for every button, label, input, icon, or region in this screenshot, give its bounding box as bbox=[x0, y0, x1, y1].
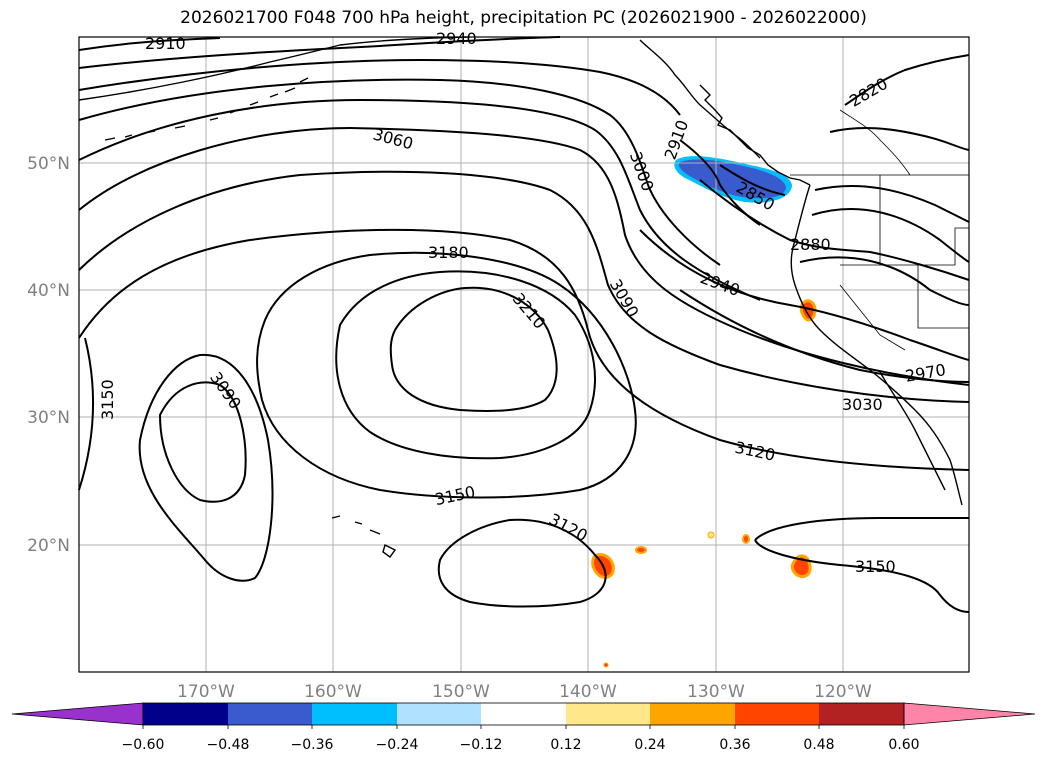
contour-label: 3120 bbox=[733, 438, 777, 465]
precip-positive-patch bbox=[603, 662, 609, 668]
height-contours bbox=[78, 36, 970, 613]
us-west-coast bbox=[790, 184, 963, 506]
colorbar-tick: −0.60 bbox=[122, 737, 165, 753]
colorbar-tick: 0.24 bbox=[634, 737, 665, 753]
lat-tick: 50°N bbox=[27, 154, 70, 174]
contour-label: 2880 bbox=[790, 235, 831, 254]
contour-label: 2940 bbox=[698, 268, 743, 300]
hawaii-islands bbox=[331, 515, 397, 558]
contour-label: 3120 bbox=[546, 509, 591, 545]
contour-3150-west bbox=[78, 337, 95, 491]
axis-ticks: 170°W 160°W 150°W 140°W 130°W 120°W 50°N… bbox=[27, 154, 872, 702]
contour-3090-north bbox=[78, 170, 970, 403]
contour-label: 3210 bbox=[509, 289, 550, 332]
colorbar-under-triangle bbox=[11, 702, 144, 726]
colorbar-segment bbox=[819, 703, 904, 725]
contour-2940-east bbox=[639, 229, 970, 361]
contour-2910-east bbox=[811, 208, 970, 263]
contour-2820 bbox=[844, 54, 970, 106]
precip-positive-patch bbox=[635, 546, 647, 554]
precip-positive-patch bbox=[742, 534, 750, 544]
colorbar: −0.60 −0.48 −0.36 −0.24 −0.12 0.12 0.24 … bbox=[11, 702, 1036, 753]
contour-label: 3180 bbox=[428, 243, 469, 262]
lon-tick: 130°W bbox=[687, 682, 745, 702]
lon-tick: 170°W bbox=[177, 682, 235, 702]
colorbar-tick: 0.48 bbox=[803, 737, 834, 753]
contour-3120 bbox=[78, 228, 970, 471]
colorbar-segment bbox=[397, 703, 481, 725]
contour-label: 2910 bbox=[145, 34, 186, 53]
contour-2970-east bbox=[679, 289, 970, 383]
contour-3180 bbox=[335, 270, 596, 460]
contour-label: 2820 bbox=[846, 74, 891, 111]
contour-3210 bbox=[389, 286, 558, 412]
contour-3150-east-lower bbox=[754, 539, 970, 613]
contour-label: 3150 bbox=[98, 379, 117, 420]
colorbar-segment bbox=[566, 703, 650, 725]
contour-label: 3150 bbox=[855, 557, 896, 576]
colorbar-tick: 0.12 bbox=[550, 737, 581, 753]
colorbar-tick: −0.24 bbox=[376, 737, 419, 753]
lon-tick: 160°W bbox=[304, 682, 362, 702]
colorbar-tick: 0.60 bbox=[888, 737, 919, 753]
political-borders bbox=[790, 109, 969, 351]
contour-3000 bbox=[78, 78, 721, 266]
map-frame bbox=[78, 36, 970, 673]
colorbar-tick: −0.36 bbox=[291, 737, 334, 753]
precip-shading bbox=[591, 156, 817, 668]
precip-negative-core bbox=[678, 159, 786, 199]
colorbar-segment bbox=[735, 703, 819, 725]
contour-2880-east bbox=[814, 185, 970, 223]
contour-3030 bbox=[78, 98, 761, 301]
contour-3060 bbox=[78, 126, 970, 386]
contour-2850-east bbox=[829, 127, 970, 151]
gridlines bbox=[79, 37, 969, 672]
contour-label: 3150 bbox=[433, 482, 477, 509]
colorbar-segment bbox=[143, 703, 228, 725]
colorbar-tick: −0.48 bbox=[207, 737, 250, 753]
alaska-panhandle bbox=[639, 39, 761, 159]
colorbar-tick: −0.12 bbox=[460, 737, 503, 753]
baja-california bbox=[879, 371, 946, 491]
colorbar-segment bbox=[481, 703, 566, 725]
colorbar-over-triangle bbox=[903, 702, 1036, 726]
colorbar-frame bbox=[142, 702, 905, 726]
contour-label: 3090 bbox=[206, 368, 245, 412]
colorbar-segment bbox=[312, 703, 397, 725]
contour-label: 2910 bbox=[660, 117, 692, 162]
contour-label: 2940 bbox=[436, 29, 477, 48]
lon-tick: 150°W bbox=[432, 682, 490, 702]
contour-2940-east2 bbox=[799, 256, 970, 306]
colorbar-segment bbox=[228, 703, 312, 725]
contour-2910 bbox=[78, 37, 221, 51]
lat-tick: 30°N bbox=[27, 408, 70, 428]
contour-2970 bbox=[78, 58, 681, 116]
alaska-coast bbox=[78, 36, 471, 101]
contour-3150-east bbox=[754, 516, 969, 541]
lat-tick: 40°N bbox=[27, 281, 70, 301]
lon-tick: 120°W bbox=[814, 682, 872, 702]
lon-tick: 140°W bbox=[559, 682, 617, 702]
lat-tick: 20°N bbox=[27, 536, 70, 556]
contour-3150-outer bbox=[256, 251, 637, 499]
colorbar-segment bbox=[650, 703, 735, 725]
contour-label: 3030 bbox=[842, 395, 883, 414]
contour-2880 bbox=[699, 179, 970, 281]
contour-3120-south bbox=[437, 518, 607, 608]
coastlines bbox=[78, 36, 963, 558]
contour-3120-loop bbox=[138, 353, 274, 582]
contour-label: 3090 bbox=[606, 276, 643, 321]
precip-positive-patch bbox=[707, 531, 715, 539]
contour-2850 bbox=[719, 164, 786, 196]
contour-labels: 2910 2940 2820 3060 3000 2910 2850 2880 … bbox=[98, 29, 947, 576]
contour-3090-loop bbox=[158, 381, 247, 503]
contour-2940 bbox=[78, 36, 561, 69]
map-title: 2026021700 F048 700 hPa height, precipit… bbox=[180, 8, 867, 28]
bc-coast bbox=[699, 84, 811, 186]
colorbar-tick: 0.36 bbox=[719, 737, 750, 753]
